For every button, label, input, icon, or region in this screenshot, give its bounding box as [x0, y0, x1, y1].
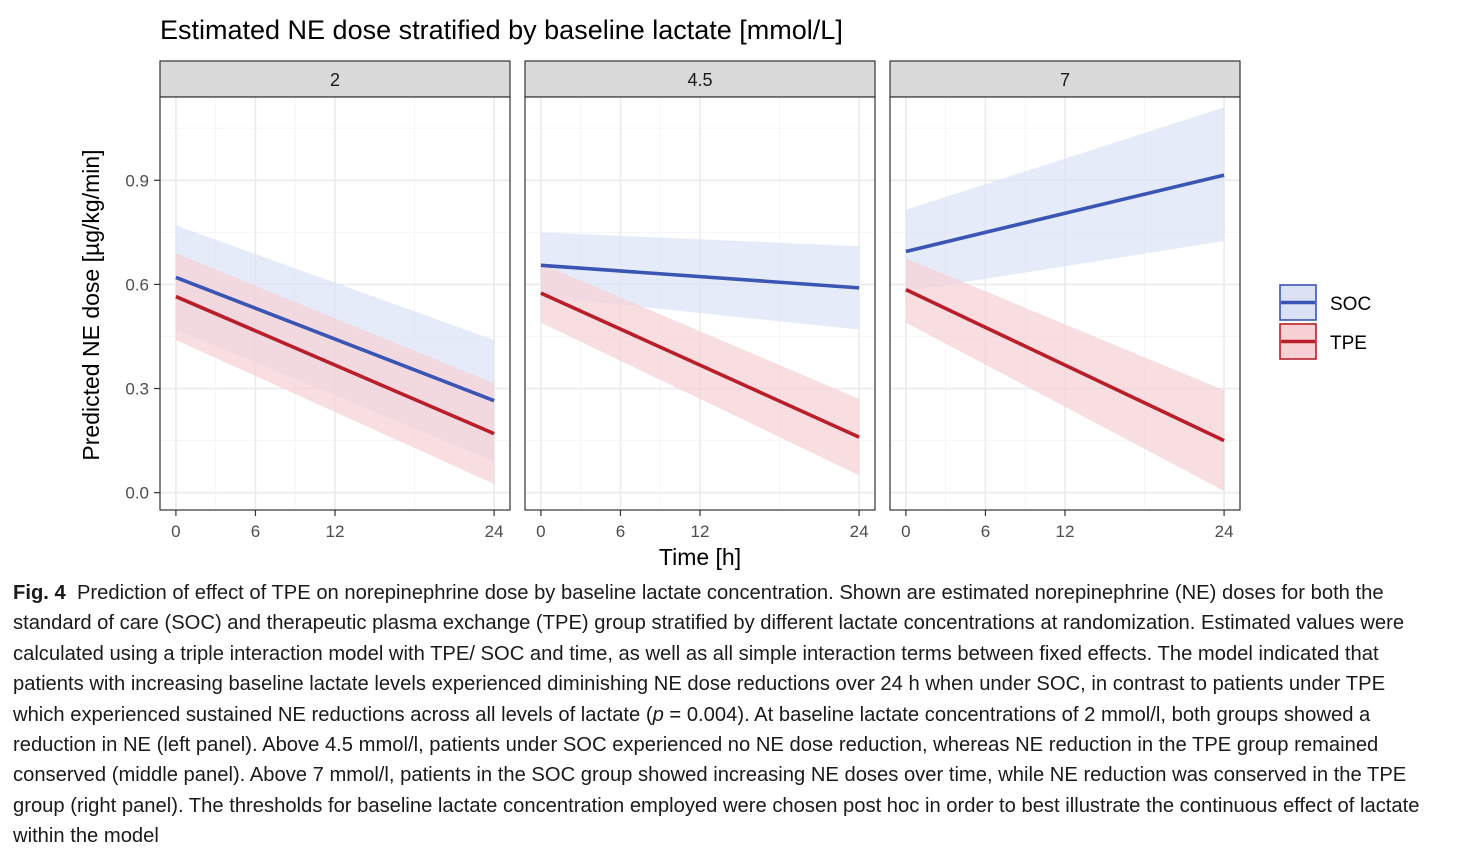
y-tick-label: 0.9 — [125, 171, 149, 190]
legend: SOC TPE — [1279, 284, 1371, 360]
x-tick-label: 12 — [691, 522, 710, 541]
facet-panels: 2 0 6 12 24 0.0 0.3 0.6 0.9 4.5 0 6 12 24 7 0 6 12 24 — [125, 60, 1241, 541]
x-tick-label: 6 — [616, 522, 625, 541]
facet-panel-2: 7 0 6 12 24 — [889, 60, 1241, 541]
x-tick-label: 24 — [1215, 522, 1234, 541]
facet-strip-label: 7 — [1060, 70, 1070, 90]
facet-panel-1: 4.5 0 6 12 24 — [524, 60, 876, 541]
legend-label: TPE — [1330, 333, 1367, 354]
x-tick-label: 0 — [901, 522, 910, 541]
y-tick-label: 0.0 — [125, 484, 149, 503]
legend-item-soc: SOC — [1279, 284, 1371, 321]
y-axis-title: Predicted NE dose [µg/kg/min] — [78, 149, 104, 460]
series-line-tpe — [905, 287, 1225, 443]
series-line-tpe — [540, 291, 860, 439]
figure-label: Fig. 4 — [13, 582, 66, 604]
confidence-band-tpe — [540, 263, 860, 476]
confidence-band-soc — [540, 232, 860, 330]
x-axis-title: Time [h] — [659, 544, 741, 570]
x-tick-label: 6 — [251, 522, 260, 541]
x-tick-label: 0 — [536, 522, 545, 541]
chart-title: Estimated NE dose stratified by baseline… — [160, 15, 843, 45]
caption-p-symbol: p — [652, 703, 664, 726]
y-tick-label: 0.3 — [125, 380, 149, 399]
x-tick-label: 12 — [326, 522, 345, 541]
legend-item-tpe: TPE — [1279, 323, 1367, 360]
confidence-band-tpe — [905, 258, 1225, 491]
y-tick-label: 0.6 — [125, 275, 149, 294]
facet-strip — [889, 60, 1241, 98]
series-line-soc — [905, 173, 1225, 254]
faceted-line-chart: Estimated NE dose stratified by baseline… — [78, 15, 1371, 570]
x-tick-label: 24 — [850, 522, 869, 541]
figure-caption: Fig. 4 Prediction of effect of TPE on no… — [13, 578, 1438, 852]
facet-strip-label: 2 — [330, 70, 340, 90]
facet-panel-0: 2 0 6 12 24 0.0 0.3 0.6 0.9 — [125, 60, 511, 541]
series-line-tpe — [175, 294, 495, 436]
confidence-band-soc — [905, 107, 1225, 292]
series-line-soc — [175, 275, 495, 403]
caption-text-part-2: = 0.004). At baseline lactate concentrat… — [13, 703, 1420, 848]
x-tick-label: 6 — [981, 522, 990, 541]
series-line-soc — [540, 263, 860, 290]
x-tick-label: 12 — [1056, 522, 1075, 541]
x-tick-label: 0 — [171, 522, 180, 541]
confidence-band-tpe — [175, 253, 495, 484]
x-tick-label: 24 — [485, 522, 504, 541]
facet-strip — [159, 60, 511, 98]
facet-strip-label: 4.5 — [687, 70, 712, 90]
legend-label: SOC — [1330, 294, 1371, 315]
facet-strip — [524, 60, 876, 98]
caption-text-part-1: Prediction of effect of TPE on norepinep… — [13, 582, 1405, 726]
